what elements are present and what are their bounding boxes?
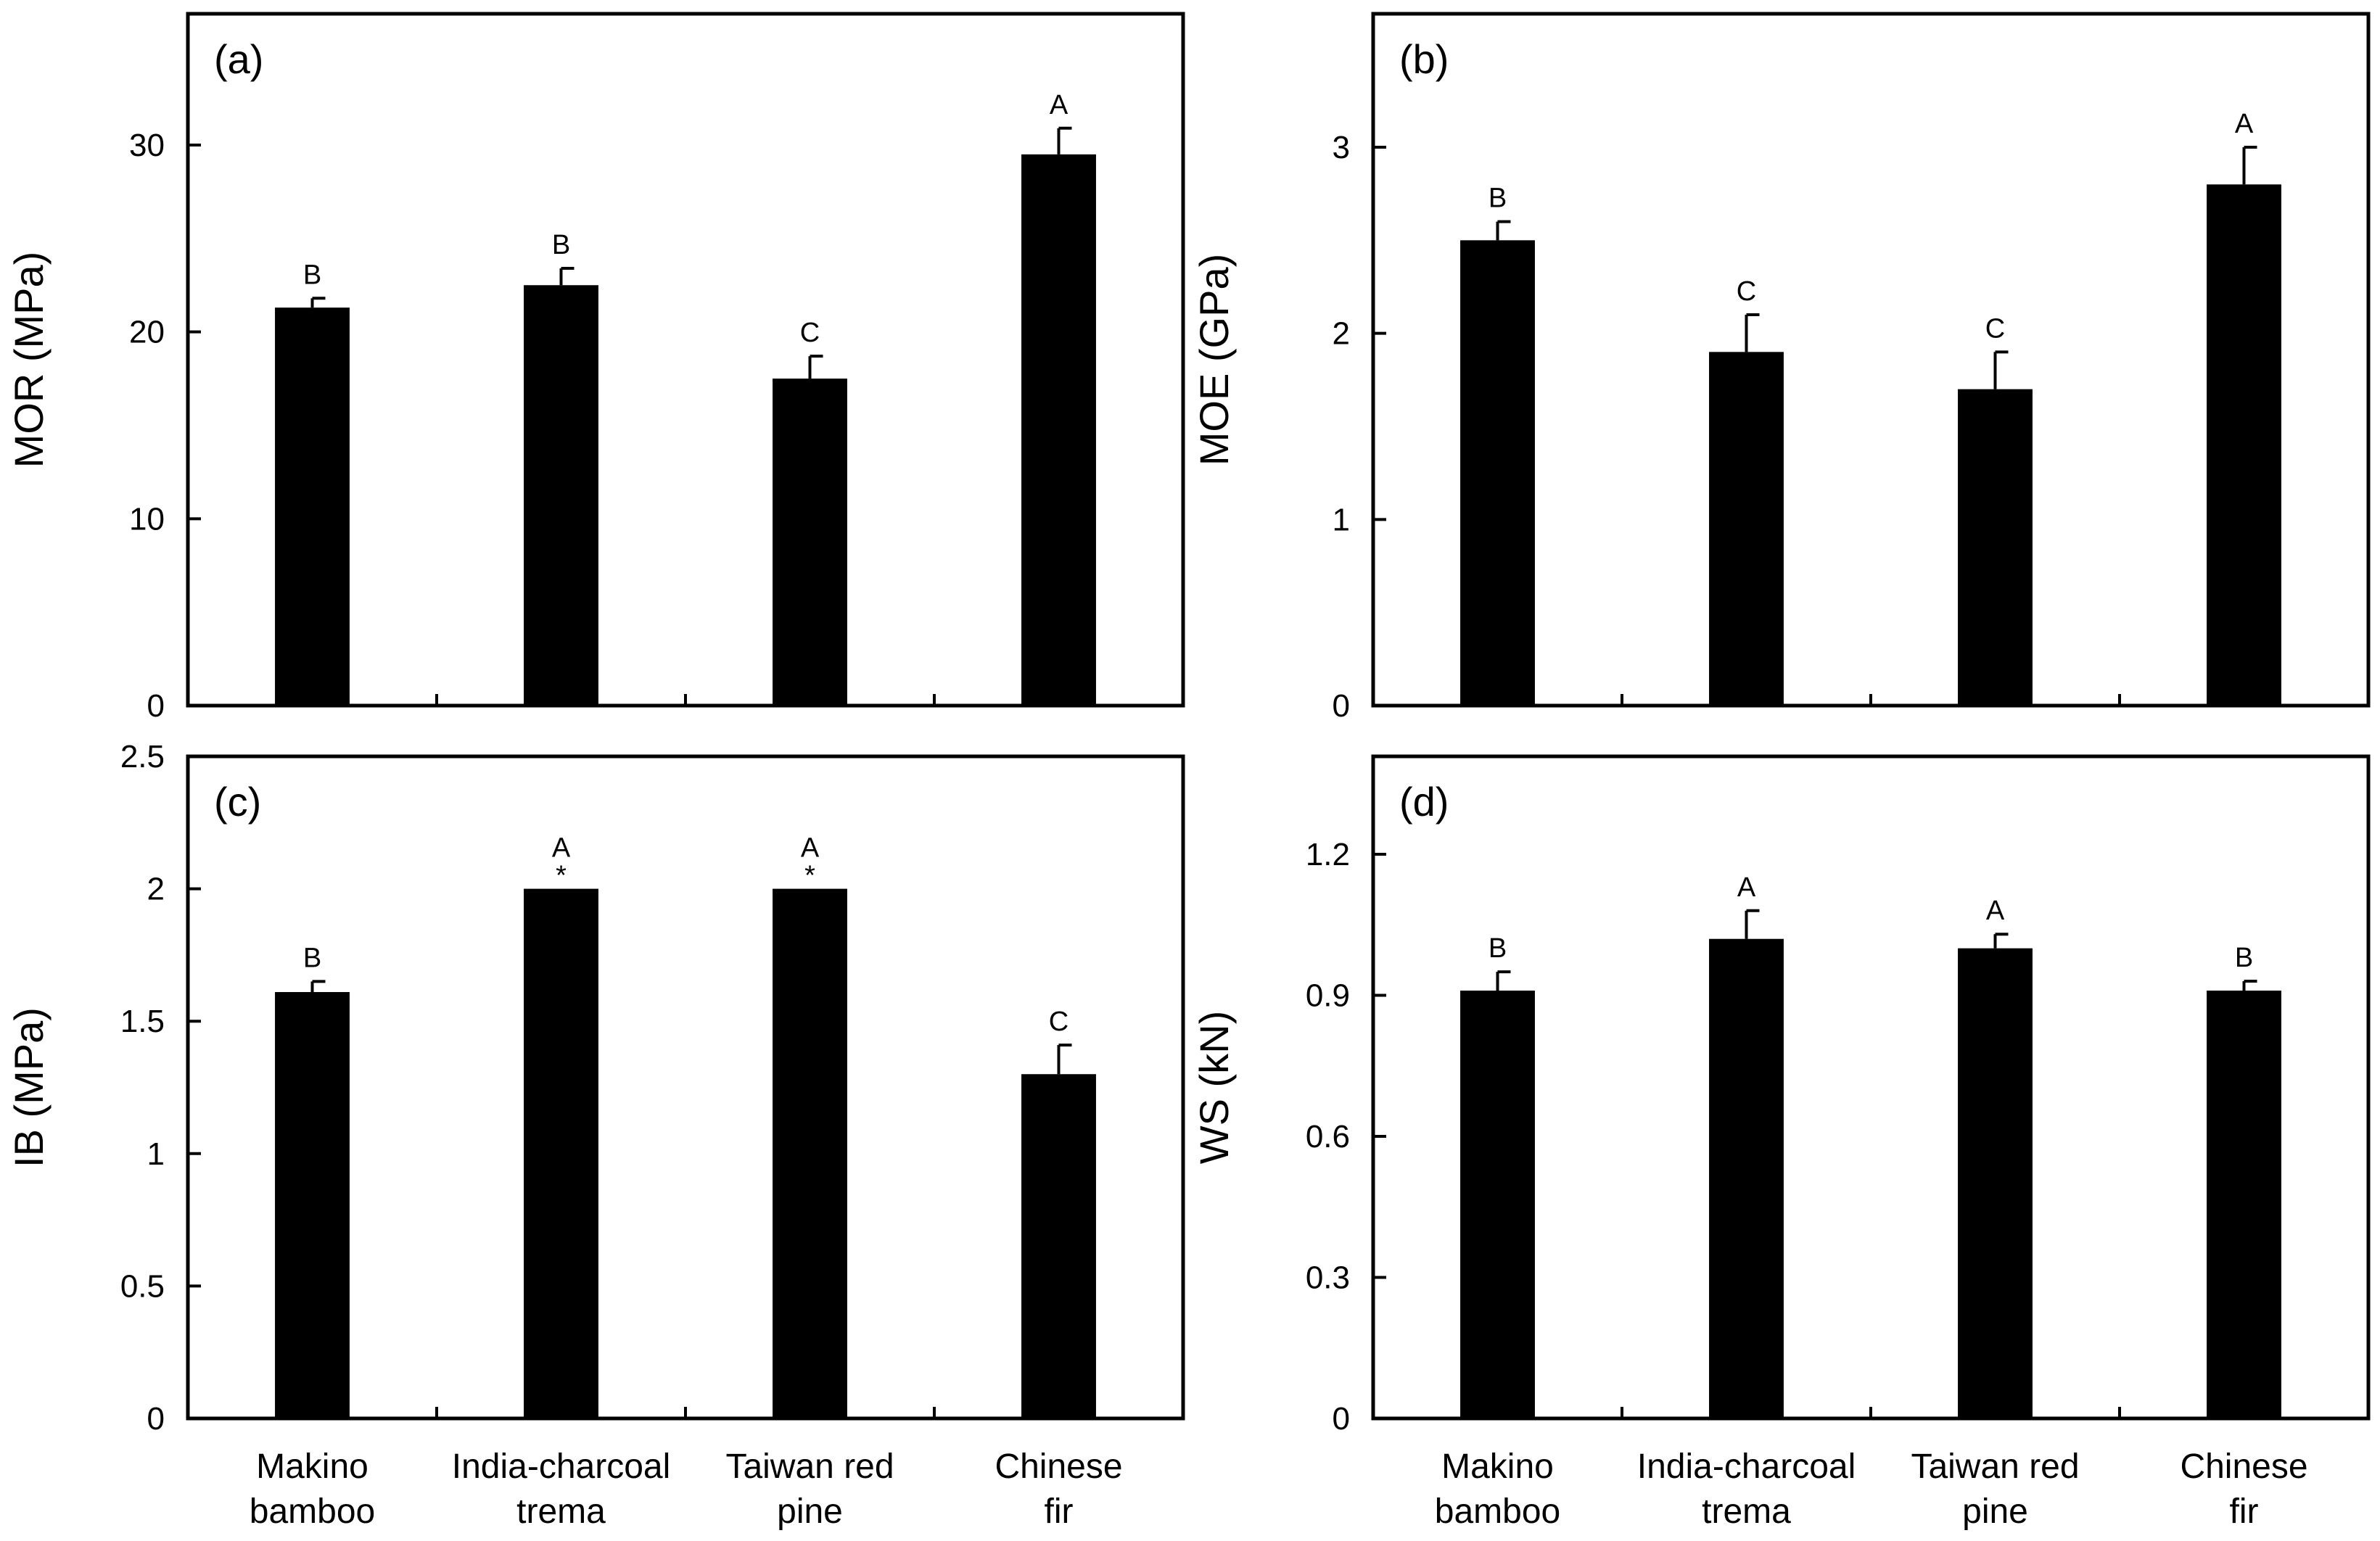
y-tick-label: 1 bbox=[147, 1136, 165, 1172]
significance-letter: B bbox=[303, 260, 321, 290]
significance-letter: B bbox=[2235, 943, 2253, 973]
significance-letter: B bbox=[303, 943, 321, 973]
panel-label: (a) bbox=[214, 36, 263, 82]
significance-letter: A bbox=[801, 833, 820, 864]
y-tick-label: 1.5 bbox=[120, 1004, 165, 1039]
panel-b: 0 1 2 3 MOE (GPa) (b) B C C A bbox=[1191, 12, 2371, 724]
x-category-label: India-charcoal bbox=[452, 1447, 671, 1486]
y-tick-label: 1.2 bbox=[1306, 837, 1350, 872]
x-category-label: trema bbox=[516, 1492, 606, 1531]
y-tick-label: 0 bbox=[147, 1401, 165, 1437]
bar-2 bbox=[524, 285, 598, 706]
panel-label: (b) bbox=[1399, 36, 1449, 82]
y-tick-label: 3 bbox=[1333, 130, 1350, 165]
x-category-label: Chinese bbox=[995, 1447, 1122, 1486]
y-tick-label: 1 bbox=[1333, 502, 1350, 537]
panel-c: 00.511.522.5IB (MPa)(c)BMakinobamboo*AIn… bbox=[6, 739, 1185, 1531]
x-category-label: bamboo bbox=[250, 1492, 375, 1531]
panel-d: 0 0.3 0.6 0.9 1.2 WS (kN) (d) B Makino bamboo A Ind… bbox=[1191, 754, 2371, 1531]
y-tick-label: 0.9 bbox=[1306, 978, 1350, 1014]
significance-letter: C bbox=[1985, 313, 2005, 344]
bar-2 bbox=[1709, 938, 1784, 1418]
significance-marker: * bbox=[556, 861, 567, 891]
panel-a: 0 10 20 30 MOR (MPa) (a) B B C A bbox=[6, 12, 1185, 724]
panel-label: (c) bbox=[214, 779, 261, 825]
x-category-label: bamboo bbox=[1435, 1492, 1560, 1531]
bar-3 bbox=[773, 888, 847, 1418]
significance-letter: A bbox=[1050, 90, 1068, 120]
y-tick-label: 0 bbox=[1333, 688, 1350, 724]
bar-2 bbox=[1709, 352, 1784, 706]
y-tick-label: 0 bbox=[1333, 1401, 1350, 1437]
y-tick-label: 0.6 bbox=[1306, 1119, 1350, 1154]
x-category-label: Taiwan red bbox=[725, 1447, 894, 1486]
bar-2 bbox=[524, 888, 598, 1418]
bar-1 bbox=[275, 307, 350, 706]
x-category-label: fir bbox=[1045, 1492, 1074, 1531]
bar-4 bbox=[2207, 184, 2281, 706]
y-tick-label: 10 bbox=[129, 501, 165, 537]
y-axis-title: WS (kN) bbox=[1191, 1011, 1237, 1165]
significance-letter: C bbox=[1737, 276, 1756, 307]
significance-marker: * bbox=[804, 861, 815, 891]
y-tick-label: 20 bbox=[129, 315, 165, 350]
y-tick-label: 0 bbox=[147, 688, 165, 724]
x-category-label: India-charcoal bbox=[1637, 1447, 1856, 1486]
x-category-label: Makino bbox=[256, 1447, 368, 1486]
bar-1 bbox=[1460, 240, 1535, 706]
significance-letter: B bbox=[1488, 933, 1507, 964]
bar-3 bbox=[1958, 389, 2033, 706]
significance-letter: C bbox=[800, 318, 820, 348]
x-category-label: trema bbox=[1702, 1492, 1791, 1531]
significance-letter: A bbox=[2235, 109, 2254, 139]
bar-3 bbox=[773, 379, 847, 706]
y-tick-label: 2 bbox=[147, 872, 165, 907]
x-category-label: pine bbox=[777, 1492, 843, 1531]
x-category-label: Makino bbox=[1441, 1447, 1554, 1486]
bar-4 bbox=[2207, 991, 2281, 1418]
significance-letter: A bbox=[552, 833, 571, 864]
y-tick-label: 30 bbox=[129, 128, 165, 163]
y-tick-label: 0.5 bbox=[120, 1268, 165, 1304]
bar-3 bbox=[1958, 948, 2033, 1418]
x-category-label: Chinese bbox=[2180, 1447, 2307, 1486]
y-axis-title: IB (MPa) bbox=[6, 1007, 52, 1168]
y-tick-label: 0.3 bbox=[1306, 1260, 1350, 1296]
panel-label: (d) bbox=[1399, 779, 1449, 825]
x-category-label: pine bbox=[1962, 1492, 2028, 1531]
y-axis-title: MOE (GPa) bbox=[1191, 254, 1237, 466]
x-category-label: fir bbox=[2230, 1492, 2259, 1531]
x-category-label: Taiwan red bbox=[1911, 1447, 2079, 1486]
bar-4 bbox=[1021, 1074, 1096, 1418]
y-tick-label: 2 bbox=[1333, 316, 1350, 352]
significance-letter: C bbox=[1049, 1007, 1068, 1037]
significance-letter: B bbox=[552, 230, 570, 260]
bar-4 bbox=[1021, 154, 1096, 706]
bar-1 bbox=[1460, 991, 1535, 1418]
bar-1 bbox=[275, 992, 350, 1418]
y-axis-title: MOR (MPa) bbox=[6, 252, 52, 468]
significance-letter: A bbox=[1986, 896, 2005, 926]
significance-letter: A bbox=[1737, 872, 1756, 903]
y-tick-label: 2.5 bbox=[120, 739, 165, 774]
significance-letter: B bbox=[1488, 183, 1507, 214]
